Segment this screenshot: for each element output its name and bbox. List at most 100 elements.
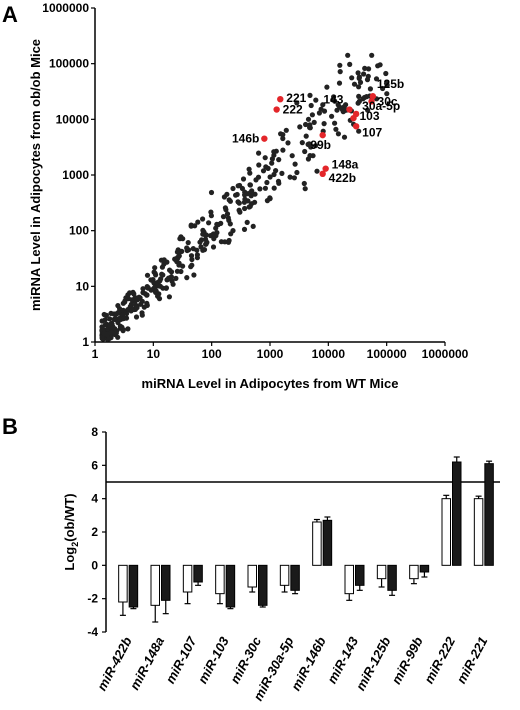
scatter-point <box>305 141 311 147</box>
scatter-point <box>320 102 326 108</box>
bar <box>344 564 354 595</box>
scatter-point <box>172 256 178 262</box>
scatter-point <box>215 222 221 228</box>
scatter-point <box>305 116 312 122</box>
scatter-point <box>271 185 277 191</box>
scatter-y-tick-label: 10000 <box>56 112 90 126</box>
scatter-point <box>104 331 110 337</box>
scatter-point <box>115 334 121 340</box>
scatter-point <box>120 300 126 306</box>
scatter-point <box>361 71 367 77</box>
scatter-point <box>192 223 198 229</box>
bar <box>118 564 128 603</box>
scatter-point <box>240 176 247 182</box>
bar-category-label: miR-221 <box>453 634 490 686</box>
scatter-point <box>285 140 291 146</box>
scatter-point <box>134 305 140 311</box>
scatter-point <box>131 291 137 297</box>
scatter-point <box>262 185 268 191</box>
scatter-point <box>145 285 151 291</box>
scatter-point <box>271 149 277 155</box>
scatter-y-tick-label: 10 <box>76 279 90 293</box>
scatter-point <box>115 303 121 309</box>
scatter-point <box>201 247 208 253</box>
scatter-point <box>307 153 313 159</box>
bar-y-axis-title-tail: (ob/WT) <box>62 493 77 541</box>
scatter-point <box>260 168 267 174</box>
scatter-highlight-point <box>369 93 377 100</box>
scatter-x-tick-label: 1000 <box>257 347 284 361</box>
scatter-point <box>312 143 319 149</box>
scatter-point-label: 143 <box>323 93 343 107</box>
scatter-point <box>337 62 343 68</box>
bar <box>279 564 290 586</box>
scatter-point <box>362 65 368 71</box>
scatter-point <box>297 124 303 130</box>
scatter-point <box>129 297 135 303</box>
scatter-highlight-point <box>322 165 329 172</box>
scatter-point <box>170 281 176 287</box>
scatter-point <box>269 156 275 162</box>
scatter-highlight-point <box>273 106 280 113</box>
scatter-point <box>316 110 322 116</box>
scatter-point <box>121 315 127 321</box>
scatter-point <box>336 80 343 86</box>
scatter-point <box>153 288 159 294</box>
scatter-point <box>236 207 242 213</box>
scatter-x-tick-label: 1000000 <box>422 347 469 361</box>
scatter-point <box>160 285 166 291</box>
scatter-point <box>107 316 113 322</box>
scatter-point <box>157 278 163 284</box>
bar <box>473 498 484 566</box>
scatter-point <box>180 236 186 242</box>
scatter-point <box>263 164 269 170</box>
bar-y-tick-label: 8 <box>91 425 98 439</box>
scatter-point <box>341 134 348 140</box>
scatter-point <box>173 275 179 281</box>
scatter-point <box>332 120 338 126</box>
bar <box>419 564 430 573</box>
scatter-point <box>383 80 390 86</box>
scatter-point-label: 99b <box>310 138 331 152</box>
bar-y-axis-title: Log2(ob/WT) <box>62 493 80 570</box>
scatter-point <box>275 178 282 184</box>
scatter-point <box>189 262 195 268</box>
scatter-point-label: 148a <box>332 158 359 172</box>
scatter-point <box>321 108 328 114</box>
scatter-point <box>356 74 362 80</box>
scatter-point <box>337 69 343 75</box>
scatter-point <box>148 277 154 283</box>
scatter-point <box>190 246 196 252</box>
scatter-point <box>380 85 386 92</box>
scatter-point <box>324 84 330 90</box>
scatter-point <box>108 325 115 331</box>
scatter-point <box>184 245 190 251</box>
scatter-point <box>302 148 308 155</box>
scatter-point <box>230 185 236 192</box>
scatter-point <box>138 301 144 307</box>
scatter-point <box>244 219 250 225</box>
scatter-point <box>184 275 190 281</box>
bar <box>247 564 257 588</box>
bar <box>376 564 387 580</box>
bar <box>150 564 160 606</box>
scatter-point <box>153 272 159 278</box>
scatter-point <box>152 284 158 290</box>
scatter-point <box>264 179 270 186</box>
bar-y-tick-label: 2 <box>91 525 98 539</box>
panel-a-letter: A <box>2 2 18 27</box>
scatter-point-label: 103 <box>359 109 379 123</box>
bar <box>215 564 225 595</box>
scatter-point <box>226 237 232 244</box>
scatter-point <box>112 316 118 322</box>
scatter-point <box>185 240 191 246</box>
bar <box>484 463 494 566</box>
scatter-point <box>247 170 253 176</box>
bar-y-tick-label: 0 <box>91 558 98 572</box>
scatter-point <box>366 66 372 72</box>
scatter-point-label: 422b <box>329 171 356 185</box>
scatter-point <box>283 127 289 133</box>
scatter-point <box>159 271 165 277</box>
scatter-point <box>117 323 123 329</box>
